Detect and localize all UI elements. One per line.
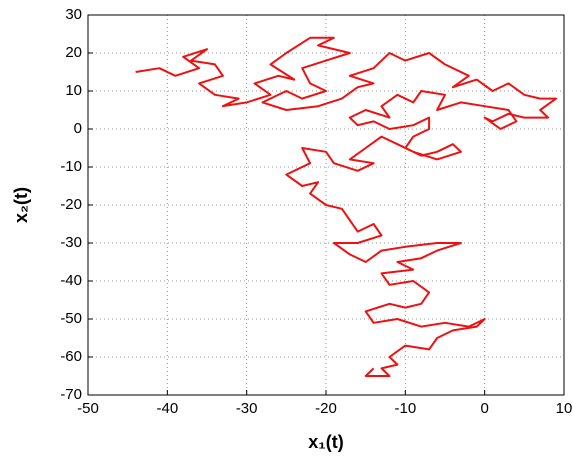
x-axis-title: x₁(t)	[308, 432, 343, 452]
y-tick-label: -40	[60, 272, 82, 289]
y-tick-label: -70	[60, 386, 82, 403]
y-tick-label: -20	[60, 196, 82, 213]
y-tick-label: 20	[65, 44, 82, 61]
y-tick-label: 30	[65, 6, 82, 23]
x-tick-label: 0	[480, 400, 488, 417]
y-tick-label: -60	[60, 348, 82, 365]
y-tick-label: -10	[60, 158, 82, 175]
y-tick-label: 10	[65, 82, 82, 99]
x-tick-label: -50	[77, 400, 99, 417]
x-tick-label: -10	[394, 400, 416, 417]
plot-frame	[87, 14, 565, 396]
x-tick-label: -40	[156, 400, 178, 417]
x-tick-label: -30	[236, 400, 258, 417]
y-axis-title: x₂(t)	[11, 187, 31, 223]
x-tick-label: 10	[556, 400, 573, 417]
y-tick-label: -50	[60, 310, 82, 327]
y-tick-label: -30	[60, 234, 82, 251]
trajectory-line	[135, 36, 558, 377]
x-tick-label: -20	[315, 400, 337, 417]
y-tick-label: 0	[74, 120, 82, 137]
